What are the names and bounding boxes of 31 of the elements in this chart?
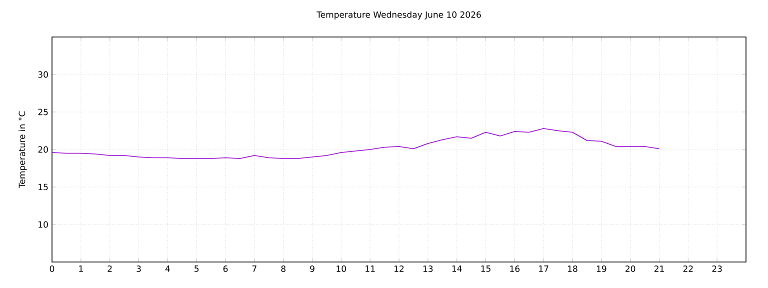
x-tick-label: 20 [626,266,636,272]
y-tick-label: 10 [38,221,48,228]
y-tick-label: 30 [38,71,48,78]
x-tick-label: 9 [310,266,314,272]
y-axis-title: Temperature in °C [18,111,27,188]
x-tick-label: 11 [366,266,375,272]
x-tick-label: 10 [336,266,346,272]
chart-title: Temperature Wednesday June 10 2026 [316,11,481,20]
x-tick-label: 6 [223,266,228,272]
x-tick-label: 12 [394,266,404,272]
x-tick-label: 0 [50,266,54,272]
x-tick-label: 14 [452,266,462,272]
x-tick-label: 18 [568,266,578,272]
x-tick-label: 23 [712,266,722,272]
y-tick-label: 15 [38,184,48,190]
x-tick-label: 15 [481,266,490,272]
y-tick-label: 20 [38,146,48,153]
x-tick-label: 17 [539,266,548,272]
x-tick-label: 7 [252,266,256,272]
x-tick-label: 16 [510,266,520,272]
x-tick-label: 5 [194,266,199,272]
x-tick-label: 19 [596,266,606,272]
x-tick-label: 1 [79,266,83,272]
x-tick-label: 22 [683,266,693,272]
x-tick-label: 4 [165,266,170,272]
x-tick-label: 3 [136,266,141,272]
y-tick-label: 25 [38,108,48,116]
x-tick-label: 2 [108,266,112,272]
x-tick-label: 21 [654,266,664,272]
x-tick-label: 8 [281,266,286,272]
x-tick-label: 13 [423,266,433,272]
